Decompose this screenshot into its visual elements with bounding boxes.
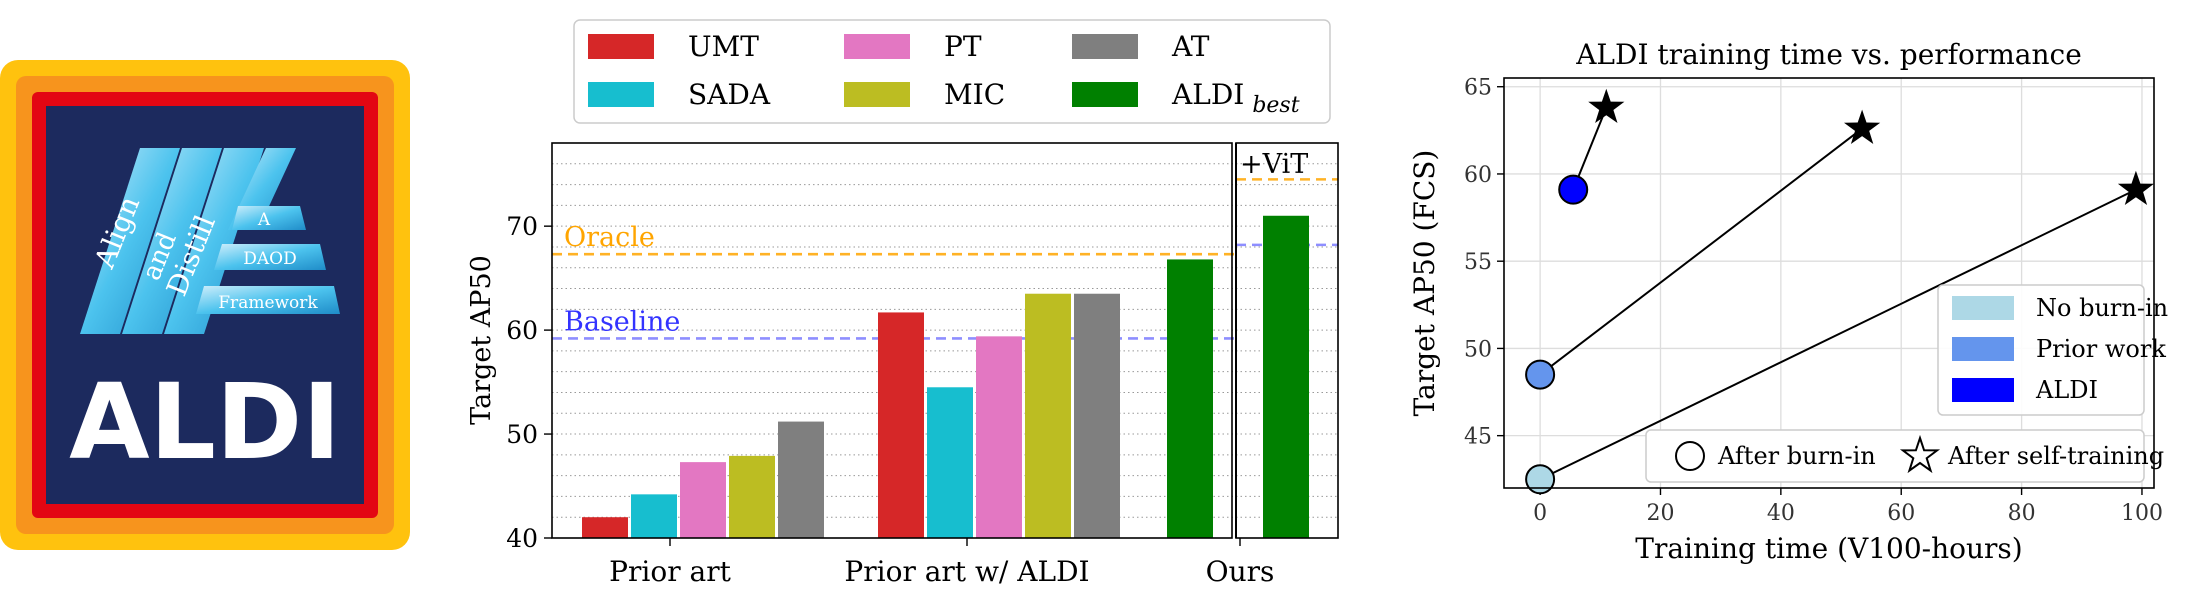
legend-label-mic: MIC [944, 78, 1005, 111]
logo-ribbons [80, 148, 340, 334]
point-selftrain-no-burn-in [2117, 170, 2154, 205]
legend-label-umt: UMT [688, 30, 759, 63]
bar-chart-legend: UMT SADA PT MIC AT ALDI best [573, 19, 1331, 124]
color-legend-label: No burn-in [2036, 294, 2168, 322]
y-tick-label: 65 [1464, 76, 1492, 101]
marker-legend-circle-icon [1675, 441, 1705, 471]
bar-at [1074, 293, 1120, 538]
scatter-chart-title: ALDI training time vs. performance [1575, 38, 2082, 71]
legend-text: AT [1171, 30, 1210, 63]
group-label: Prior art [609, 555, 731, 588]
color-legend: No burn-in Prior work ALDI [1937, 284, 2168, 416]
bar-aldi-vit [1263, 215, 1309, 538]
scatter-chart-ticks: 0 20 40 60 80 100 45 50 55 60 65 [1464, 76, 2163, 526]
legend-swatch-aldi [1072, 82, 1138, 107]
scatter-chart-grid [1504, 78, 2154, 488]
bar-mic [1025, 293, 1071, 538]
legend-text: SADA [688, 78, 771, 111]
point-selftrain-aldi [1588, 88, 1625, 123]
bar-sada [927, 387, 973, 538]
color-legend-swatch [1952, 378, 2014, 402]
point-selftrain-prior-work [1844, 109, 1881, 144]
legend-text: MIC [944, 78, 1005, 111]
marker-legend-label: After burn-in [1717, 442, 1876, 470]
legend-text: PT [944, 30, 982, 63]
bar-pt [976, 336, 1022, 538]
y-tick-label: 45 [1464, 425, 1492, 450]
legend-box [573, 19, 1331, 124]
y-tick-label: 50 [1464, 337, 1492, 362]
bar-chart-bars [582, 215, 1309, 538]
bar-y-tick-label: 60 [506, 316, 538, 345]
legend-text: UMT [688, 30, 759, 63]
vit-frame [1235, 142, 1339, 539]
color-legend-swatch [1952, 337, 2014, 361]
bar-chart-ylabel: Target AP50 [466, 255, 497, 425]
connector-prior-work [1539, 127, 1863, 376]
x-tick-label: 0 [1533, 501, 1547, 526]
scatter-chart-ylabel: Target AP50 (FCS) [1408, 150, 1441, 417]
vit-label: +ViT [1240, 149, 1308, 180]
reference-label-baseline: Baseline [564, 306, 680, 337]
logo-tag-a: A [257, 210, 271, 230]
y-tick-label: 55 [1464, 250, 1492, 275]
logo-wordmark: ALDI [69, 361, 341, 483]
x-tick-label: 100 [2121, 501, 2163, 526]
group-label: Ours [1206, 555, 1275, 588]
bar-chart-frame [551, 142, 1233, 539]
bar-mic [729, 455, 775, 538]
scatter-chart-points [1525, 88, 2154, 495]
bar-y-tick-label: 70 [506, 212, 538, 241]
x-tick-label: 80 [2008, 501, 2036, 526]
point-burnin-no-burn-in [1525, 464, 1556, 495]
color-legend-swatch [1952, 296, 2014, 320]
legend-text: ALDI [1171, 78, 1244, 111]
legend-swatch-sada [588, 82, 654, 107]
bar-chart-y-ticks: 40 50 60 70 [506, 212, 552, 553]
bar-at [778, 421, 824, 538]
legend-label-sada: SADA [688, 78, 771, 111]
x-tick-label: 20 [1646, 501, 1674, 526]
point-burnin-aldi [1558, 174, 1589, 205]
connector-no-burn-in [1539, 188, 2137, 481]
group-label: Prior art w/ ALDI [844, 555, 1089, 588]
marker-legend-box [1645, 429, 2145, 483]
y-tick-label: 60 [1464, 163, 1492, 188]
bar-y-tick-label: 40 [506, 524, 538, 553]
x-tick-label: 60 [1887, 501, 1915, 526]
bar-chart-group-labels: Prior art Prior art w/ ALDI Ours [609, 538, 1274, 588]
legend-label-aldi: ALDI best [1171, 78, 1300, 118]
marker-legend: After burn-in After self-training [1645, 429, 2164, 483]
reference-label-oracle: Oracle [564, 222, 655, 253]
bar-umt [878, 312, 924, 538]
legend-label-at: AT [1171, 30, 1210, 63]
bar-sada [631, 494, 677, 538]
color-legend-label: ALDI [2035, 376, 2098, 404]
color-legend-label: Prior work [2036, 335, 2166, 363]
legend-label-pt: PT [944, 30, 982, 63]
legend-subscript: best [1252, 93, 1299, 118]
bar-chart: UMT SADA PT MIC AT ALDI best 40 50 60 70 Oracle Ba… [466, 19, 1339, 588]
bar-aldi [1167, 259, 1213, 538]
marker-legend-star-icon [1899, 434, 1941, 474]
logo-tag-daod: DAOD [243, 249, 296, 269]
bar-umt [582, 517, 628, 538]
scatter-chart-frame [1503, 77, 2155, 489]
legend-swatch-mic [844, 82, 910, 107]
bar-y-tick-label: 50 [506, 420, 538, 449]
scatter-chart: 0 20 40 60 80 100 45 50 55 60 65 No burn-in Prior w… [1408, 38, 2168, 565]
point-burnin-prior-work [1525, 359, 1556, 390]
legend-swatch-at [1072, 34, 1138, 59]
legend-swatch-umt [588, 34, 654, 59]
bar-chart-reference-lines: Oracle Baseline [552, 178, 1338, 340]
aldi-logo: Align and Distill A DAOD Framework ALDI [0, 60, 410, 550]
bar-pt [680, 462, 726, 538]
scatter-chart-xlabel: Training time (V100-hours) [1635, 532, 2022, 565]
x-tick-label: 40 [1767, 501, 1795, 526]
marker-legend-label: After self-training [1947, 442, 2164, 470]
legend-swatch-pt [844, 34, 910, 59]
logo-tag-framework: Framework [218, 293, 318, 313]
